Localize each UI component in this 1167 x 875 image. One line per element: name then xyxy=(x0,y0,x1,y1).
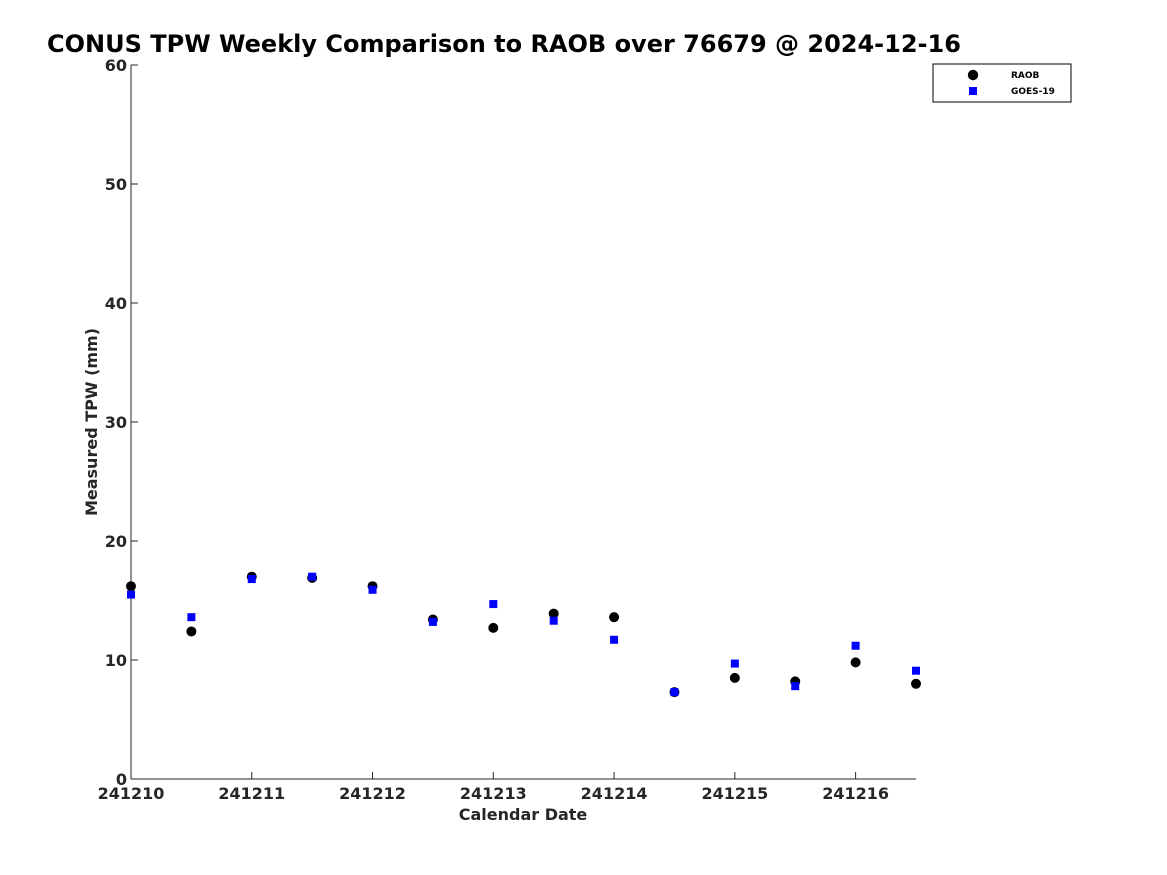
raob-point xyxy=(609,612,620,623)
x-tick-label: 241213 xyxy=(460,784,527,803)
goes19-point xyxy=(428,617,437,626)
goes19-point xyxy=(127,590,135,599)
legend-marker-goes19 xyxy=(969,87,977,95)
goes19-point xyxy=(187,613,196,622)
plot-area xyxy=(130,65,916,780)
goes19-point xyxy=(549,616,558,625)
legend: RAOB GOES-19 xyxy=(932,63,1072,103)
y-tick-label: 40 xyxy=(105,294,127,313)
y-tick-label: 10 xyxy=(105,651,127,670)
goes19-point xyxy=(730,659,739,668)
y-tick-label: 50 xyxy=(105,175,127,194)
legend-marker-raob xyxy=(967,69,979,81)
raob-point xyxy=(911,678,921,689)
goes19-point xyxy=(247,575,256,584)
series-raob xyxy=(126,571,921,698)
raob-point xyxy=(729,672,740,683)
goes19-point xyxy=(308,572,317,581)
y-tick-label: 60 xyxy=(105,56,127,75)
legend-label-raob: RAOB xyxy=(1011,71,1040,81)
chart-title: CONUS TPW Weekly Comparison to RAOB over… xyxy=(47,30,961,58)
raob-point xyxy=(548,608,559,619)
x-tick-label: 241211 xyxy=(218,784,285,803)
goes19-point xyxy=(670,688,679,697)
y-axis-ticks: 0 10 20 30 40 50 60 xyxy=(105,56,138,789)
y-tick-label: 0 xyxy=(116,770,127,789)
goes19-point xyxy=(489,600,498,609)
y-tick-label: 20 xyxy=(105,532,127,551)
goes19-point xyxy=(912,666,920,675)
x-tick-label: 241212 xyxy=(339,784,406,803)
x-tick-label: 241210 xyxy=(98,784,165,803)
series-layer xyxy=(126,571,921,698)
raob-point xyxy=(126,581,136,592)
raob-point xyxy=(488,622,499,633)
goes19-point xyxy=(851,641,860,650)
series-goes-19 xyxy=(127,572,920,697)
y-tick-label: 30 xyxy=(105,413,127,432)
x-axis-label: Calendar Date xyxy=(459,805,588,824)
goes19-point xyxy=(791,682,800,691)
y-axis-label: Measured TPW (mm) xyxy=(82,328,101,516)
x-tick-label: 241215 xyxy=(701,784,768,803)
goes19-point xyxy=(368,585,377,594)
raob-point xyxy=(850,657,861,668)
x-tick-label: 241216 xyxy=(822,784,889,803)
raob-point xyxy=(186,626,197,637)
x-axis-ticks: 241210 241211 241212 241213 241214 241215 2412… xyxy=(98,772,889,803)
x-tick-label: 241214 xyxy=(581,784,648,803)
goes19-point xyxy=(610,635,619,644)
legend-label-goes19: GOES-19 xyxy=(1011,87,1055,97)
legend-box xyxy=(932,63,1072,103)
